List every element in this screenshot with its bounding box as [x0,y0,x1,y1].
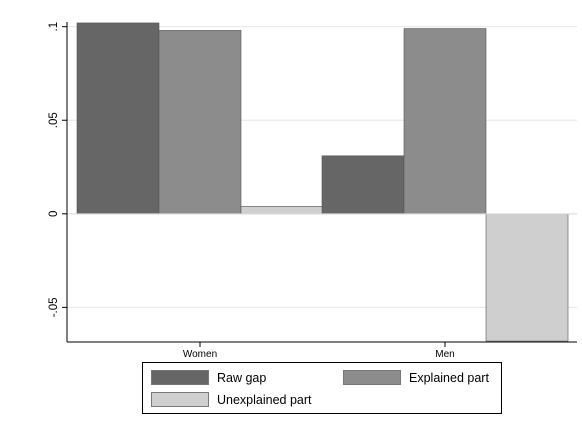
legend-swatch-unexplained-part [151,392,209,407]
x-tick-label-men: Men [435,349,454,360]
legend-item-raw-gap: Raw gap [151,370,266,385]
bar-men-raw-gap [321,155,405,215]
x-tick-label-women: Women [183,349,217,360]
legend-swatch-raw-gap [151,370,209,385]
y-tick-label: .1 [48,22,60,32]
legend-label-raw-gap: Raw gap [217,370,267,385]
bar-men-explained-part [403,28,487,215]
bar-women-raw-gap [76,22,160,215]
bar-chart: -.05 0 .05 .1 Women Men [48,22,577,360]
legend-item-explained-part: Explained part [343,370,489,385]
y-tick-label: 0 [48,211,60,217]
legend-label-unexplained-part: Unexplained part [217,392,312,407]
legend-item-unexplained-part: Unexplained part [151,392,312,407]
legend-swatch-explained-part [343,370,401,385]
y-tick-label: .05 [48,112,60,128]
bar-men-unexplained-part [485,213,569,342]
bar-women-explained-part [158,30,242,215]
bar-women-unexplained-part [240,206,324,215]
y-tick-label: -.05 [48,297,60,317]
legend: Raw gap Explained part Unexplained part [142,362,502,414]
legend-label-explained-part: Explained part [409,370,489,385]
